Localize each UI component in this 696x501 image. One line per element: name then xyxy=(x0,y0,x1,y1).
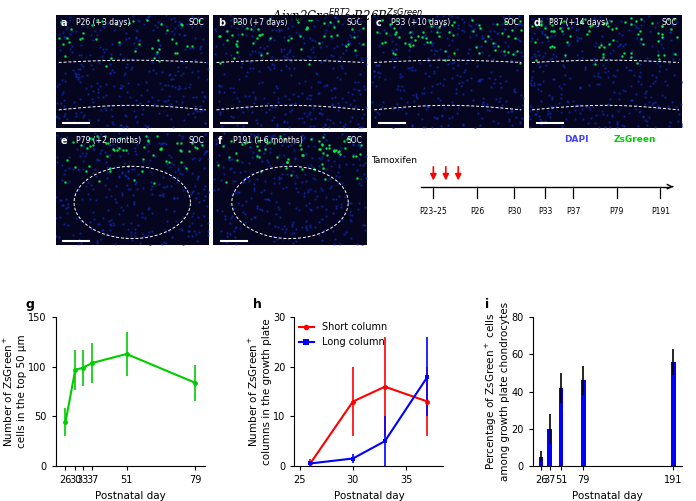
Point xyxy=(483,26,494,34)
Text: P79: P79 xyxy=(610,207,624,216)
Text: SOC: SOC xyxy=(346,19,362,28)
Point xyxy=(240,3,251,11)
Point xyxy=(461,34,472,42)
Text: SOC: SOC xyxy=(189,136,204,145)
Point xyxy=(622,42,633,50)
Point xyxy=(392,25,403,33)
Point xyxy=(645,67,656,75)
Text: SOC: SOC xyxy=(346,136,362,145)
Text: P191: P191 xyxy=(651,207,670,216)
Point xyxy=(547,43,558,51)
Point xyxy=(285,93,296,101)
Point xyxy=(559,48,570,56)
Text: P37: P37 xyxy=(566,207,580,216)
Bar xyxy=(581,380,586,466)
Point xyxy=(554,54,565,62)
Y-axis label: Percentage of ZsGreen$^+$ cells
among growth plate chondrocytes: Percentage of ZsGreen$^+$ cells among gr… xyxy=(484,302,510,481)
Point xyxy=(404,73,416,81)
Point xyxy=(338,130,349,138)
X-axis label: Postnatal day: Postnatal day xyxy=(333,490,404,500)
Point xyxy=(491,18,503,26)
Point xyxy=(680,21,691,29)
Text: Tamoxifen: Tamoxifen xyxy=(371,156,417,165)
Bar xyxy=(559,388,563,466)
Point xyxy=(608,61,619,69)
Point xyxy=(354,51,365,59)
Text: f: f xyxy=(218,136,222,146)
Point xyxy=(665,170,676,178)
Text: h: h xyxy=(253,299,262,312)
Text: P33: P33 xyxy=(538,207,553,216)
Point xyxy=(472,54,483,62)
Point xyxy=(454,22,465,30)
Point xyxy=(636,14,647,22)
Point xyxy=(500,39,511,47)
Point xyxy=(361,53,372,61)
Text: e: e xyxy=(61,136,67,146)
Point xyxy=(505,162,516,170)
Text: P33 (+10 days): P33 (+10 days) xyxy=(391,19,450,28)
Point xyxy=(684,23,695,31)
Point xyxy=(664,101,675,109)
Point xyxy=(477,111,489,119)
Text: i: i xyxy=(485,299,489,312)
Point xyxy=(596,39,607,47)
Text: P26 (+3 days): P26 (+3 days) xyxy=(76,19,130,28)
Bar xyxy=(671,362,676,466)
Bar xyxy=(547,429,552,466)
Text: a: a xyxy=(61,19,67,29)
Text: SOC: SOC xyxy=(662,19,677,28)
Point xyxy=(596,83,608,91)
Point xyxy=(329,172,340,180)
Text: SOC: SOC xyxy=(189,19,204,28)
Point xyxy=(400,144,411,152)
Point xyxy=(200,0,212,2)
Text: ZsGreen: ZsGreen xyxy=(614,135,656,144)
Point xyxy=(634,1,645,9)
Point xyxy=(528,27,539,35)
Text: b: b xyxy=(218,19,225,29)
Text: P79 (+2 months): P79 (+2 months) xyxy=(76,136,141,145)
Point xyxy=(410,101,421,109)
Point xyxy=(426,0,437,6)
Point xyxy=(155,107,166,115)
Legend: Short column, Long column: Short column, Long column xyxy=(299,322,387,347)
Point xyxy=(500,144,511,152)
Text: P30 (+7 days): P30 (+7 days) xyxy=(233,19,288,28)
Point xyxy=(354,167,365,175)
Text: SOC: SOC xyxy=(504,19,520,28)
Text: P23–25: P23–25 xyxy=(420,207,448,216)
Text: c: c xyxy=(376,19,381,29)
Text: d: d xyxy=(534,19,541,29)
Y-axis label: Number of ZsGreen$^+$
columns in the growth plate: Number of ZsGreen$^+$ columns in the gro… xyxy=(247,318,271,465)
Point xyxy=(645,28,656,36)
Point xyxy=(669,0,680,5)
Point xyxy=(134,102,145,110)
Text: P87 (+14 days): P87 (+14 days) xyxy=(549,19,608,28)
Text: g: g xyxy=(26,299,35,312)
Text: P30: P30 xyxy=(507,207,521,216)
Point xyxy=(489,172,500,180)
X-axis label: Postnatal day: Postnatal day xyxy=(95,490,166,500)
Point xyxy=(350,74,361,82)
X-axis label: Postnatal day: Postnatal day xyxy=(572,490,643,500)
Text: P191 (+6 months): P191 (+6 months) xyxy=(233,136,303,145)
Text: Aixn2Cre$^{ERT2}$;R26R$^{ZsGreen}$: Aixn2Cre$^{ERT2}$;R26R$^{ZsGreen}$ xyxy=(272,8,424,26)
Bar xyxy=(539,456,544,466)
Point xyxy=(434,81,445,89)
Point xyxy=(292,16,303,24)
Point xyxy=(395,154,406,162)
Point xyxy=(543,129,554,137)
Text: DAPI: DAPI xyxy=(564,135,588,144)
Y-axis label: Number of ZsGreen$^+$
cells in the top 50 μm: Number of ZsGreen$^+$ cells in the top 5… xyxy=(2,335,26,448)
Text: P26: P26 xyxy=(470,207,484,216)
Point xyxy=(656,0,667,6)
